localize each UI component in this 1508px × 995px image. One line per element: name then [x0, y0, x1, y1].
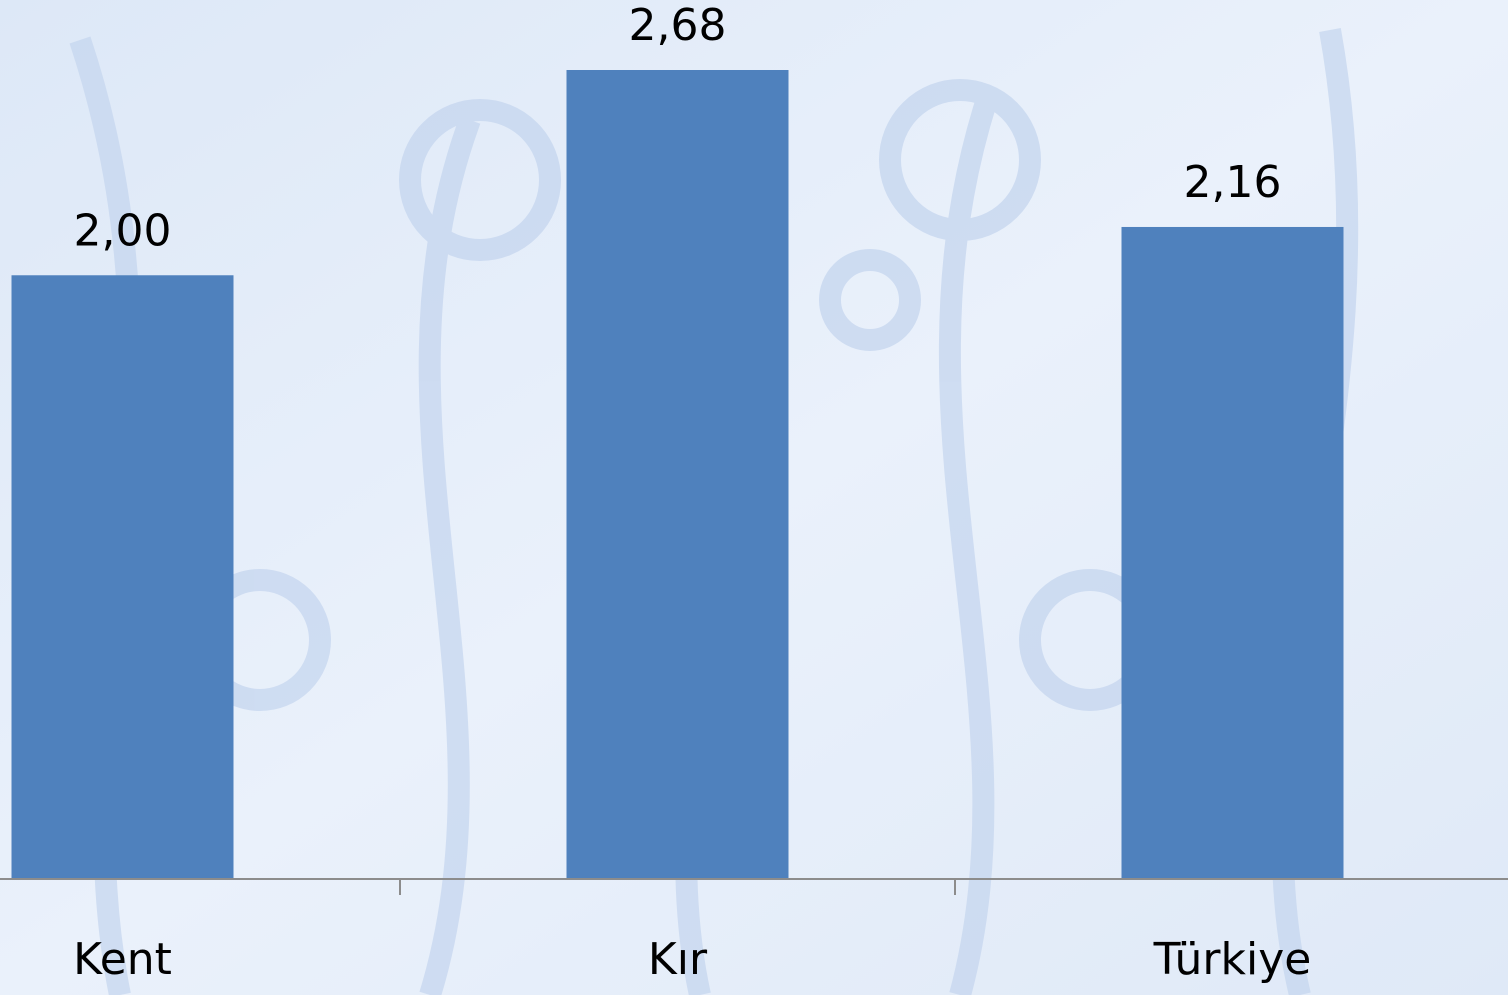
value-label: 2,68: [629, 0, 727, 51]
x-tick-label: Kır: [648, 934, 708, 985]
value-label: 2,00: [74, 205, 172, 256]
page: 2,00Kent2,68Kır2,16Türkiye (() => { cons…: [0, 0, 1508, 995]
x-tick-label: Kent: [73, 934, 172, 985]
bar: [1122, 227, 1344, 879]
value-label: 2,16: [1184, 157, 1282, 208]
bar: [12, 275, 234, 879]
bar: [567, 70, 789, 879]
chart: 2,00 Kent 2,68 Kır 2,16 Türkiye: [0, 0, 1508, 995]
x-tick-label: Türkiye: [1153, 934, 1312, 985]
